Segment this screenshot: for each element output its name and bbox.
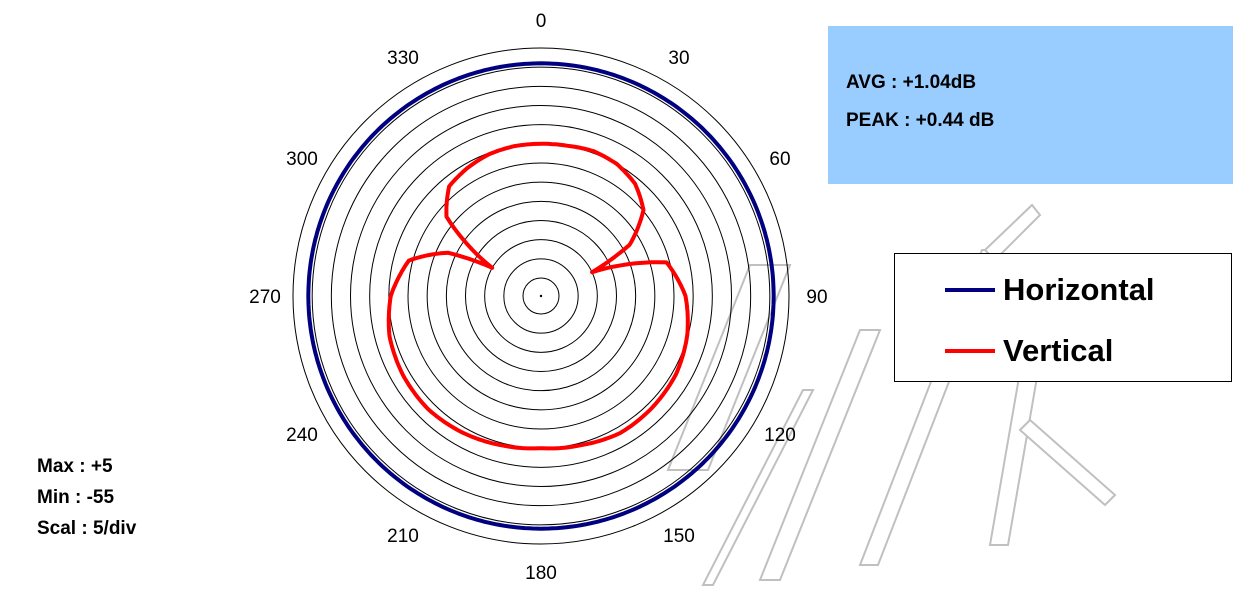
grid-ring	[407, 162, 675, 430]
angle-tick-label: 0	[536, 11, 547, 32]
series-line-vertical	[386, 141, 690, 451]
min-text: Min : -55	[37, 487, 115, 508]
angle-tick-label: 240	[286, 425, 318, 446]
center-point	[539, 294, 543, 298]
grid-ring	[484, 239, 598, 353]
grid-ring	[350, 105, 732, 487]
legend-swatch-horizontal	[945, 288, 995, 292]
angle-tick-label: 60	[769, 149, 790, 170]
peak-text: PEAK : +0.44 dB	[846, 110, 995, 131]
angle-axis: 0 30 60 90 120 150 180 210 240 270 300 330	[249, 11, 827, 584]
series-layer	[306, 61, 776, 531]
grid-ring	[522, 277, 560, 315]
scale-text: Scal : 5/div	[37, 518, 137, 539]
summary-box	[828, 26, 1233, 184]
legend-label-vertical: Vertical	[1003, 333, 1114, 368]
legend-item-horizontal: Horizontal	[945, 272, 1155, 308]
grid-ring	[311, 66, 771, 526]
angle-tick-label: 300	[286, 149, 318, 170]
angle-tick-label: 270	[249, 287, 281, 308]
angle-tick-label: 210	[387, 526, 419, 547]
avg-text: AVG : +1.04dB	[846, 72, 977, 93]
legend: Horizontal Vertical	[894, 253, 1232, 382]
angle-tick-label: 120	[764, 425, 796, 446]
grid-ring	[426, 181, 656, 411]
series-line-horizontal	[306, 61, 776, 531]
grid-ring	[465, 220, 617, 372]
grid-ring	[445, 200, 637, 392]
angle-tick-label: 330	[387, 48, 419, 69]
angle-tick-label: 90	[806, 287, 827, 308]
grid-ring	[292, 47, 790, 545]
legend-swatch-vertical	[945, 349, 995, 353]
angle-tick-label: 150	[663, 526, 695, 547]
grid-ring	[503, 258, 579, 334]
max-text: Max : +5	[37, 456, 113, 477]
legend-label-horizontal: Horizontal	[1003, 272, 1155, 307]
grid-ring	[369, 124, 713, 468]
grid-ring	[330, 85, 752, 507]
angle-tick-label: 30	[668, 48, 689, 69]
legend-item-vertical: Vertical	[945, 333, 1113, 369]
angle-tick-label: 180	[525, 563, 557, 584]
